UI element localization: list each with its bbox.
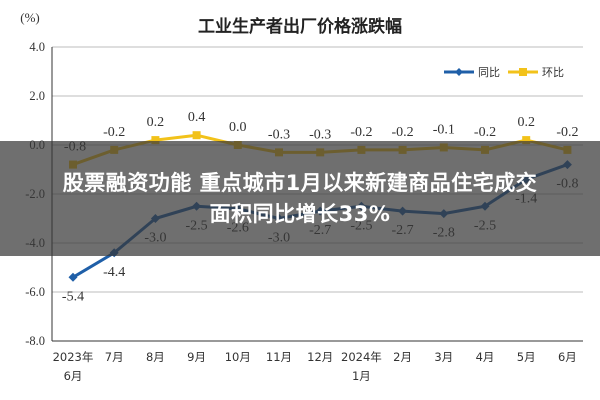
x-tick-label: 10月 [225,350,251,364]
x-tick-label: 4月 [476,350,495,364]
mom-data-point [192,131,201,140]
x-tick-label: 5月 [517,350,536,364]
x-tick-label: 2024年 1月 [341,350,382,383]
x-tick-label: 9月 [187,350,206,364]
mom-data-label: -0.2 [103,125,125,140]
x-tick-label: 6月 [558,350,577,364]
mom-data-label: 0.0 [229,120,247,135]
legend: 同比 环比 [444,66,564,79]
mom-data-label: -0.2 [474,125,496,140]
headline-line-1: 股票融资功能 重点城市1月以来新建商品住宅成交 [62,170,538,195]
headline-line-2: 面积同比增长33% [209,201,391,226]
x-tick-label: 2月 [393,350,412,364]
yoy-data-point [68,272,78,282]
x-tick-label: 3月 [434,350,453,364]
y-tick-label: -8.0 [25,334,45,348]
mom-data-label: 0.2 [517,115,535,130]
legend-label-yoy: 同比 [478,66,500,79]
x-tick-label: 12月 [307,350,333,364]
x-tick-label: 7月 [105,350,124,364]
legend-marker-mom [519,68,527,76]
yoy-data-label: -4.4 [103,265,125,280]
mom-data-label: 0.4 [188,110,206,125]
x-tick-label: 2023年 6月 [53,350,94,383]
mom-data-point [522,136,531,145]
headline-banner[interactable]: 股票融资功能 重点城市1月以来新建商品住宅成交 面积同比增长33% [0,141,600,256]
mom-data-label: -0.2 [392,125,414,140]
mom-data-label: -0.1 [433,122,455,137]
y-tick-label: 2.0 [29,89,45,103]
mom-data-point [151,136,160,145]
x-tick-label: 8月 [146,350,165,364]
chart-title: 工业生产者出厂价格涨跌幅 [198,16,402,37]
mom-data-label: -0.2 [350,125,372,140]
legend-marker-yoy [455,68,463,76]
y-tick-label: 4.0 [29,40,45,54]
mom-data-label: -0.2 [556,125,578,140]
x-tick-label: 11月 [266,350,292,364]
mom-data-label: 0.2 [147,115,165,130]
y-tick-label: -6.0 [25,285,45,299]
mom-data-label: -0.3 [309,127,331,142]
legend-label-mom: 环比 [542,66,564,79]
yoy-data-label: -5.4 [62,289,84,304]
mom-data-label: -0.3 [268,127,290,142]
y-axis-unit-label: (%) [20,10,40,25]
